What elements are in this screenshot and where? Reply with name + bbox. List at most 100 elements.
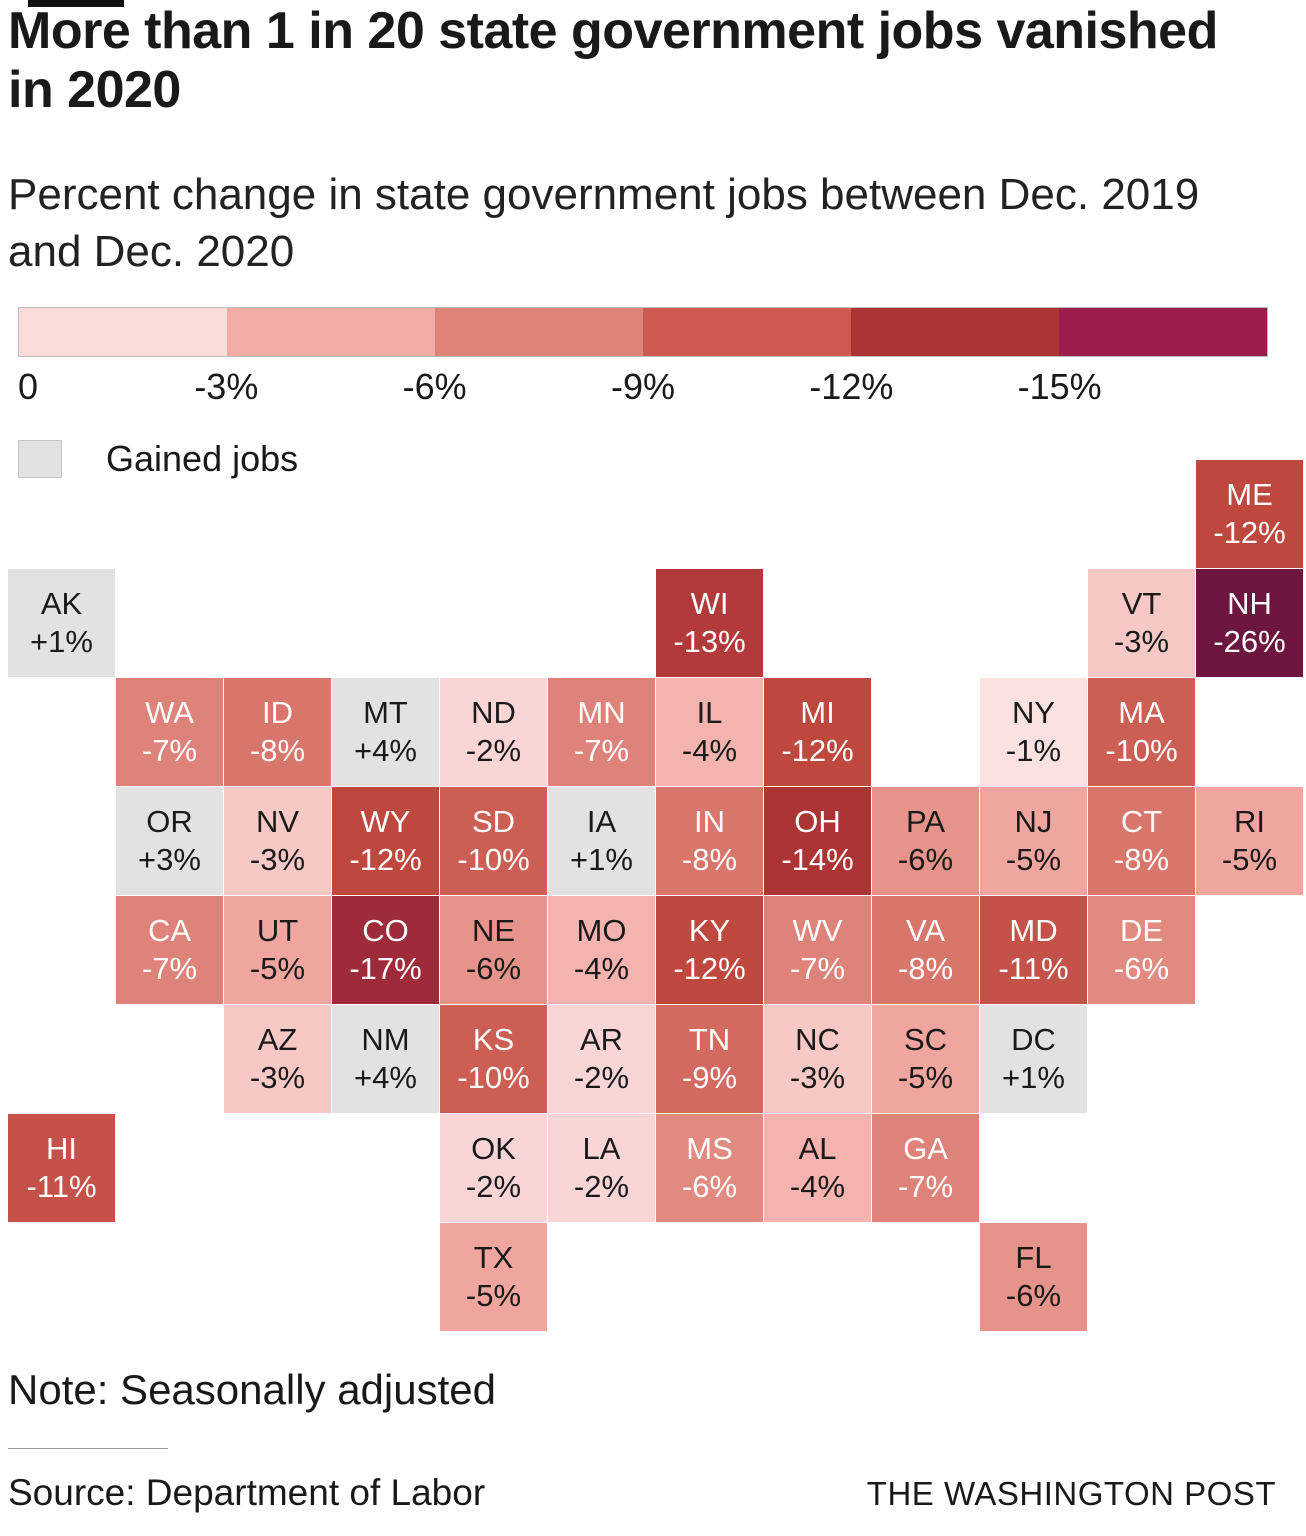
state-tile-md: MD -11% (980, 896, 1087, 1004)
state-abbr: OH (794, 803, 841, 839)
state-abbr: NY (1011, 694, 1056, 730)
state-abbr: KS (472, 1021, 515, 1057)
state-value: -6% (465, 950, 522, 986)
state-value: +1% (570, 841, 633, 877)
state-value: -5% (897, 1059, 954, 1095)
state-value: +4% (354, 1059, 417, 1095)
state-value: -10% (1105, 732, 1178, 768)
state-tile-co: CO -17% (332, 896, 439, 1004)
state-value: -7% (897, 1168, 954, 1204)
source-text: Source: Department of Labor (8, 1472, 486, 1513)
state-tile-mi: MI -12% (764, 678, 871, 786)
state-tile-nj: NJ -5% (980, 787, 1087, 895)
state-abbr: VA (905, 912, 946, 948)
state-tile-ma: MA -10% (1088, 678, 1195, 786)
state-value: -12% (673, 950, 746, 986)
state-tile-ut: UT -5% (224, 896, 331, 1004)
state-abbr: DE (1119, 912, 1164, 948)
credit-text: THE WASHINGTON POST (866, 1475, 1276, 1512)
state-abbr: PA (905, 803, 946, 839)
state-abbr: VT (1121, 585, 1162, 621)
cropped-kicker-bar (28, 0, 124, 7)
color-scale-segment (227, 308, 435, 356)
state-tile-grid-map: ME -12% AK +1% WI -13% VT -3% NH -26% WA -7% ID -8% MT… (8, 460, 1305, 1332)
state-tile-dc: DC +1% (980, 1005, 1087, 1113)
color-scale-bar (18, 307, 1268, 357)
state-value: -17% (349, 950, 422, 986)
gained-jobs-label: Gained jobs (106, 438, 299, 479)
state-value: -2% (573, 1168, 630, 1204)
state-tile-oh: OH -14% (764, 787, 871, 895)
state-abbr: DC (1011, 1021, 1056, 1057)
state-tile-wi: WI -13% (656, 569, 763, 677)
state-abbr: MA (1118, 694, 1165, 730)
state-value: -3% (1113, 623, 1170, 659)
state-abbr: WV (792, 912, 843, 948)
state-tile-ak: AK +1% (8, 569, 115, 677)
state-tile-az: AZ -3% (224, 1005, 331, 1113)
scale-tick-label: -12% (809, 366, 894, 407)
scale-tick-label: -3% (194, 366, 259, 407)
state-value: -7% (141, 950, 198, 986)
state-tile-ar: AR -2% (548, 1005, 655, 1113)
state-abbr: CA (147, 912, 192, 948)
state-value: -7% (141, 732, 198, 768)
state-abbr: NC (795, 1021, 840, 1057)
state-value: -8% (681, 841, 738, 877)
gained-jobs-swatch (18, 440, 62, 478)
state-value: -12% (781, 732, 854, 768)
state-tile-ky: KY -12% (656, 896, 763, 1004)
scale-tick-label: -15% (1017, 366, 1102, 407)
state-value: +1% (1002, 1059, 1065, 1095)
state-abbr: KY (688, 912, 731, 948)
state-value: -1% (1005, 732, 1062, 768)
color-scale-tick-labels: 0 -3% -6% -9% -12% -15% (18, 366, 1268, 412)
state-value: -8% (897, 950, 954, 986)
state-abbr: TN (688, 1021, 731, 1057)
state-tile-ms: MS -6% (656, 1114, 763, 1222)
state-tile-vt: VT -3% (1088, 569, 1195, 677)
state-abbr: IN (694, 803, 725, 839)
state-abbr: SD (471, 803, 516, 839)
state-abbr: GA (903, 1130, 948, 1166)
state-tile-fl: FL -6% (980, 1223, 1087, 1331)
state-abbr: AL (798, 1130, 837, 1166)
state-value: -8% (249, 732, 306, 768)
state-abbr: WI (690, 585, 729, 621)
state-abbr: NH (1227, 585, 1272, 621)
state-value: -5% (249, 950, 306, 986)
state-tile-pa: PA -6% (872, 787, 979, 895)
state-value: +1% (30, 623, 93, 659)
state-value: -10% (457, 1059, 530, 1095)
state-tile-or: OR +3% (116, 787, 223, 895)
state-tile-tx: TX -5% (440, 1223, 547, 1331)
state-tile-wv: WV -7% (764, 896, 871, 1004)
state-abbr: AZ (257, 1021, 298, 1057)
state-abbr: MO (576, 912, 627, 948)
state-value: -9% (681, 1059, 738, 1095)
state-tile-ga: GA -7% (872, 1114, 979, 1222)
state-tile-nm: NM +4% (332, 1005, 439, 1113)
state-tile-ca: CA -7% (116, 896, 223, 1004)
state-tile-de: DE -6% (1088, 896, 1195, 1004)
state-tile-tn: TN -9% (656, 1005, 763, 1113)
state-tile-wa: WA -7% (116, 678, 223, 786)
state-abbr: OK (471, 1130, 516, 1166)
state-abbr: MI (800, 694, 835, 730)
gained-jobs-legend: Gained jobs (18, 438, 298, 480)
state-tile-il: IL -4% (656, 678, 763, 786)
state-abbr: IL (696, 694, 723, 730)
state-value: -12% (1213, 514, 1286, 550)
state-abbr: MD (1009, 912, 1058, 948)
state-abbr: MN (577, 694, 626, 730)
state-abbr: HI (46, 1130, 77, 1166)
state-abbr: MS (686, 1130, 733, 1166)
state-value: -10% (457, 841, 530, 877)
state-value: -2% (465, 1168, 522, 1204)
state-value: -8% (1113, 841, 1170, 877)
state-value: -4% (789, 1168, 846, 1204)
state-value: -11% (998, 950, 1069, 986)
state-abbr: ID (262, 694, 293, 730)
state-tile-ne: NE -6% (440, 896, 547, 1004)
